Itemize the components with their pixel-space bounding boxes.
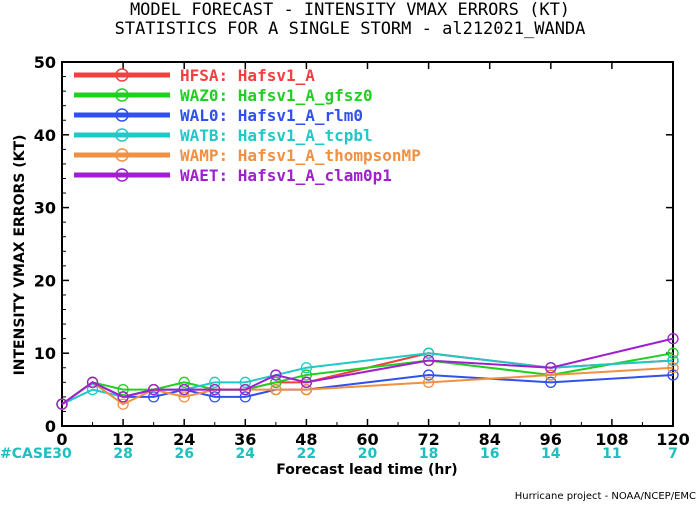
legend-label: HFSA: Hafsv1_A (180, 66, 315, 85)
x-tick-label: 12 (112, 430, 134, 449)
legend-item: WAET: Hafsv1_A_clam0p1 (74, 166, 392, 185)
y-axis-label: INTENSITY VMAX ERRORS (KT) (12, 135, 28, 376)
x-tick-label: 48 (295, 430, 317, 449)
case-count: 22 (297, 446, 316, 462)
x-axis-label: Forecast lead time (hr) (276, 462, 457, 478)
legend-item: WATB: Hafsv1_A_tcpbl (74, 126, 373, 145)
data-point (545, 376, 557, 388)
data-point (270, 369, 282, 381)
data-point (422, 354, 435, 367)
data-point (178, 391, 190, 403)
data-point (545, 369, 557, 381)
legend-item: HFSA: Hafsv1_A (74, 66, 315, 85)
tick-labels: 0 12 24 36 48 60 72 84 96 108 120 0 10 20 30 40 50 (34, 53, 690, 449)
series-5 (56, 332, 679, 410)
data-point (209, 376, 221, 388)
x-tick-label: 0 (56, 430, 67, 449)
legend-label: WATB: Hafsv1_A_tcpbl (180, 126, 373, 145)
legend-marker (115, 68, 129, 82)
legend-item: WAMP: Hafsv1_A_thompsonMP (74, 146, 421, 165)
data-point (117, 398, 129, 410)
data-point (300, 376, 313, 388)
x-tick-label: 60 (356, 430, 378, 449)
data-point (300, 362, 313, 374)
case-count: 24 (236, 446, 256, 462)
legend-marker (115, 108, 129, 122)
axes (61, 61, 674, 427)
case-count: 28 (113, 446, 132, 462)
data-point (209, 391, 221, 403)
data-point (147, 391, 160, 403)
data-point (239, 391, 251, 403)
data-point (270, 376, 282, 388)
x-tick-label: 36 (234, 430, 256, 449)
data-point (117, 383, 129, 396)
data-point (667, 362, 679, 374)
data-point (667, 347, 679, 359)
data-point (239, 383, 251, 396)
case-count: 7 (668, 446, 678, 462)
x-tick-label: 108 (595, 430, 628, 449)
legend-item: WAL0: Hafsv1_A_rlm0 (74, 106, 363, 125)
case-count: 26 (174, 446, 193, 462)
data-point (422, 369, 435, 381)
legend-label: WAET: Hafsv1_A_clam0p1 (180, 166, 392, 185)
data-point (209, 383, 221, 396)
x-tick-label: 120 (656, 430, 689, 449)
legend-marker (115, 168, 129, 182)
case-counts: 30 28 26 24 22 20 18 16 14 11 7 (52, 446, 678, 462)
data-point (667, 332, 679, 345)
x-tick-label: 96 (540, 430, 562, 449)
data-point (422, 376, 435, 388)
data-point (178, 376, 190, 388)
case-count: 30 (52, 446, 72, 462)
chart-title-line2: STATISTICS FOR A SINGLE STORM - al212021… (114, 19, 586, 39)
y-tick-label: 40 (34, 126, 56, 145)
data-point (667, 369, 679, 381)
data-point (239, 376, 251, 388)
legend-marker (115, 148, 129, 162)
data-point (117, 391, 129, 403)
series-line (61, 366, 674, 406)
data-point (86, 383, 99, 396)
data-point (545, 362, 557, 374)
case-count: 20 (358, 446, 378, 462)
case-label: #CASE (0, 446, 53, 462)
data-point (270, 383, 282, 396)
data-point (422, 347, 435, 359)
x-tick-label: 24 (173, 430, 195, 449)
x-tick-label: 84 (479, 430, 501, 449)
case-count: 16 (480, 446, 499, 462)
credit-text: Hurricane project - NOAA/NCEP/EMC (515, 491, 696, 502)
y-tick-label: 20 (34, 271, 56, 290)
y-tick-label: 50 (34, 53, 56, 72)
data-point (86, 376, 99, 388)
series-layer (56, 332, 679, 410)
legend-label: WAL0: Hafsv1_A_rlm0 (180, 106, 363, 125)
y-tick-label: 0 (45, 417, 56, 436)
legend-label: WAZ0: Hafsv1_A_gfsz0 (180, 86, 373, 105)
case-count: 11 (602, 446, 621, 462)
data-point (667, 354, 679, 367)
data-point (178, 383, 190, 396)
data-point (56, 398, 68, 410)
y-tick-label: 30 (34, 199, 56, 218)
data-point (300, 369, 313, 381)
chart-title-line1: MODEL FORECAST - INTENSITY VMAX ERRORS (… (129, 0, 571, 20)
case-count: 18 (419, 446, 438, 462)
x-tick-label: 72 (417, 430, 439, 449)
legend-item: WAZ0: Hafsv1_A_gfsz0 (74, 86, 373, 105)
case-count: 14 (541, 446, 561, 462)
y-tick-label: 10 (34, 344, 56, 363)
legend-marker (115, 88, 129, 102)
legend-label: WAMP: Hafsv1_A_thompsonMP (180, 146, 421, 165)
data-point (300, 383, 313, 396)
data-point (147, 383, 160, 396)
legend-marker (115, 128, 129, 142)
